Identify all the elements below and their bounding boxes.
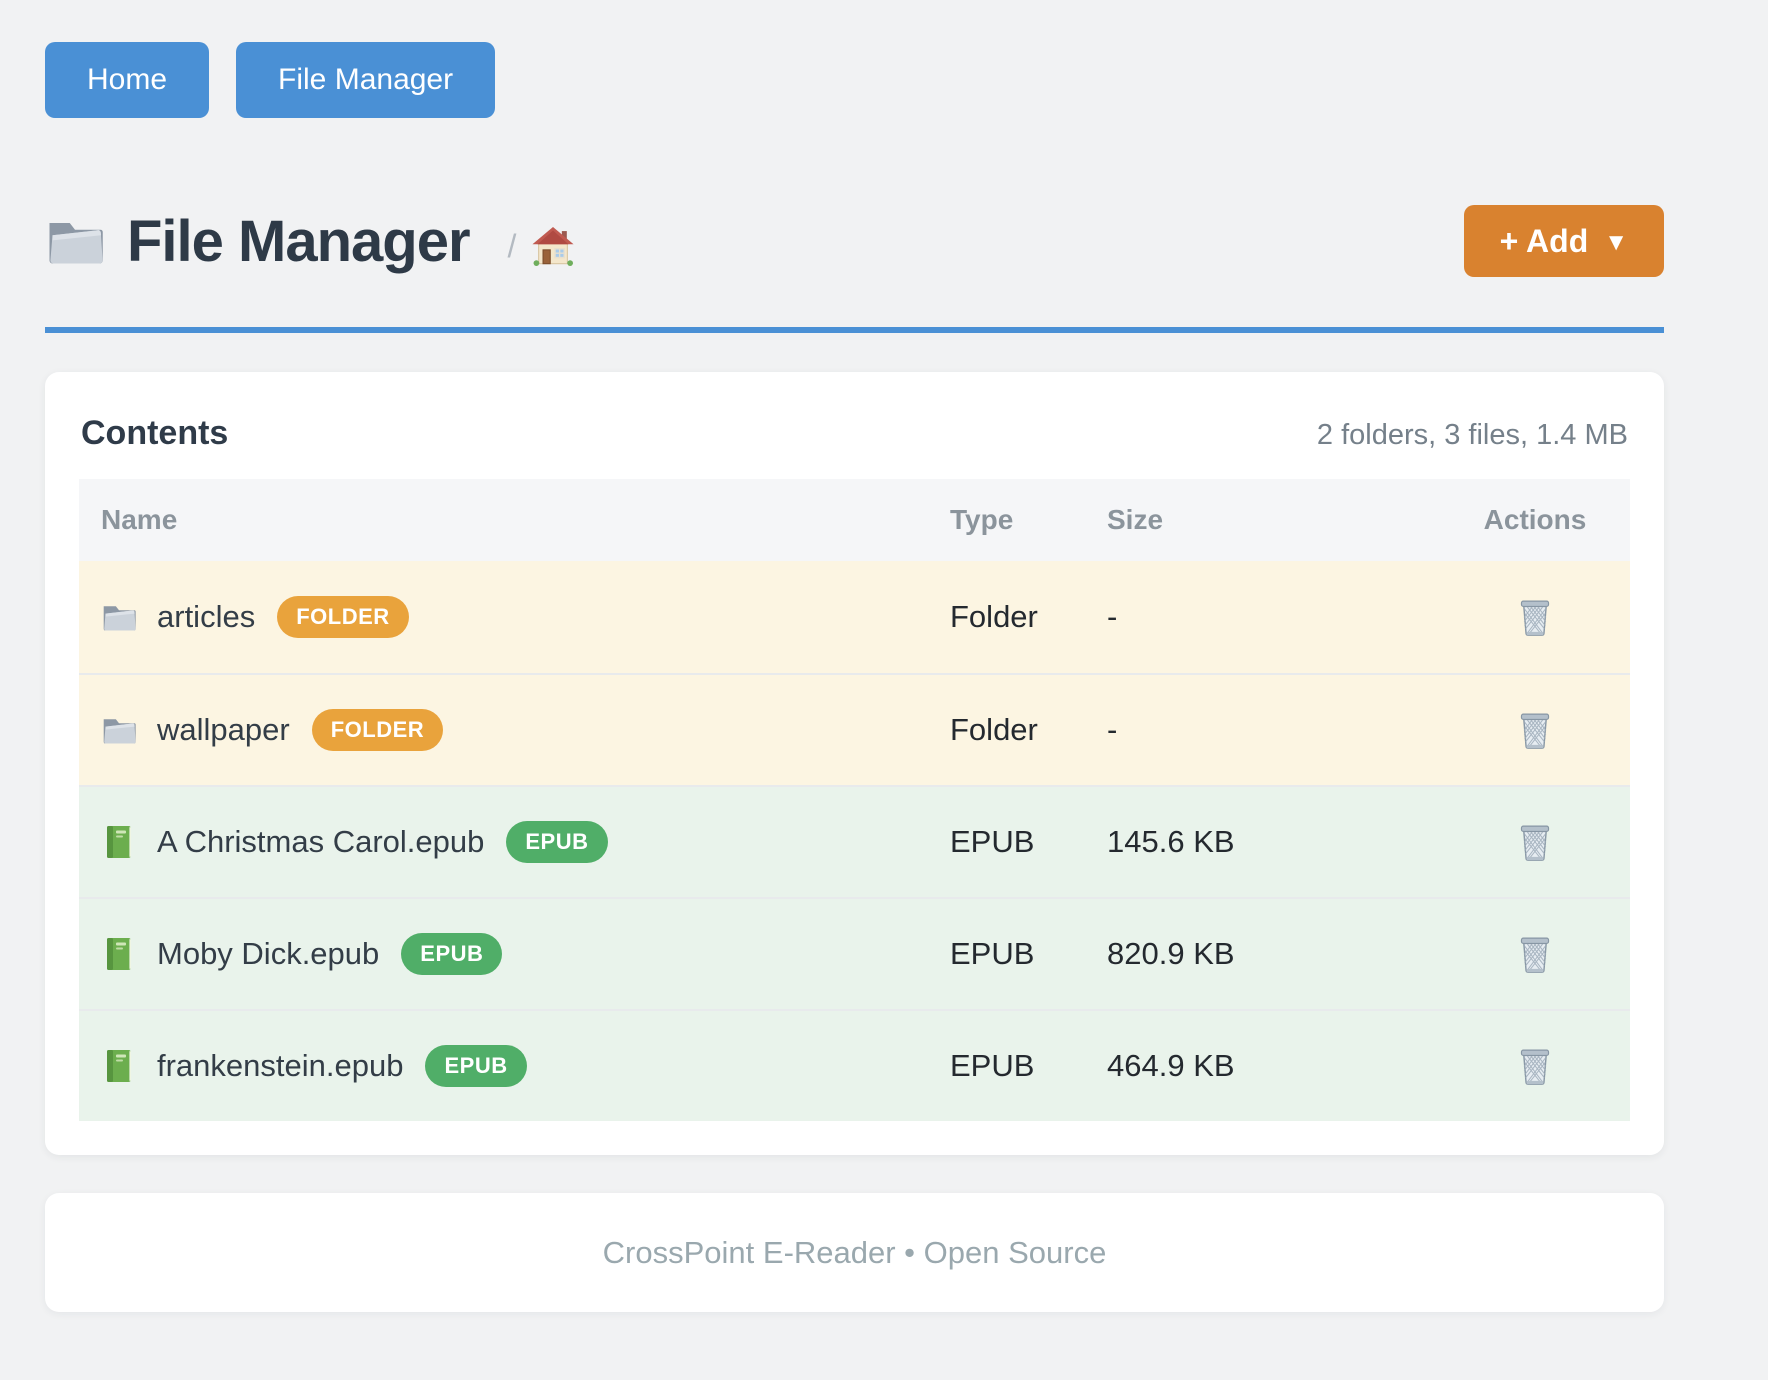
size-cell: 145.6 KB [1107,824,1235,859]
header-divider [45,327,1664,333]
page-title: File Manager [127,208,471,274]
breadcrumb-home-link[interactable] [532,226,574,269]
type-cell: EPUB [950,936,1035,971]
size-cell: - [1107,712,1118,747]
book-icon [101,824,137,860]
name-cell: Moby Dick.epub EPUB [79,933,928,975]
name-cell: articles FOLDER [79,596,928,638]
folder-icon [45,214,105,268]
file-table: Name Type Size Actions articles FOLDER F… [79,479,1630,1121]
column-header-name: Name [101,504,178,535]
delete-button[interactable] [1512,1042,1558,1090]
trash-icon [1516,597,1554,637]
contents-summary: 2 folders, 3 files, 1.4 MB [1316,419,1628,451]
item-name: A Christmas Carol.epub [157,824,485,859]
type-cell: EPUB [950,1048,1035,1083]
actions-cell [1440,930,1630,978]
type-cell: EPUB [950,824,1035,859]
footer: CrossPoint E-Reader • Open Source [45,1193,1664,1312]
item-name[interactable]: articles [157,599,256,634]
chevron-down-icon: ▼ [1604,229,1628,256]
delete-button[interactable] [1512,706,1558,754]
folder-icon [101,599,137,635]
type-badge: EPUB [401,933,503,975]
top-nav: Home File Manager [45,42,496,118]
table-row: A Christmas Carol.epub EPUB EPUB 145.6 K… [79,785,1630,897]
page-header: File Manager / + Add ▼ [45,196,1664,286]
house-icon [532,226,574,269]
trash-icon [1516,710,1554,750]
item-name[interactable]: wallpaper [157,712,290,747]
contents-title: Contents [81,414,229,452]
file-manager-nav-button[interactable]: File Manager [236,42,496,118]
table-row: Moby Dick.epub EPUB EPUB 820.9 KB [79,897,1630,1009]
type-badge: EPUB [425,1045,527,1087]
table-row: frankenstein.epub EPUB EPUB 464.9 KB [79,1009,1630,1121]
type-badge: FOLDER [311,709,444,751]
actions-cell [1440,1042,1630,1090]
type-badge: FOLDER [277,596,409,638]
trash-icon [1516,822,1554,862]
size-cell: 820.9 KB [1107,936,1235,971]
delete-button[interactable] [1512,818,1558,866]
size-cell: 464.9 KB [1107,1048,1235,1083]
trash-icon [1516,1046,1554,1086]
item-name: Moby Dick.epub [157,936,380,971]
delete-button[interactable] [1512,930,1558,978]
table-header-row: Name Type Size Actions [79,479,1630,561]
type-badge: EPUB [506,821,608,863]
table-row: wallpaper FOLDER Folder - [79,673,1630,785]
size-cell: - [1107,599,1118,634]
column-header-type: Type [950,504,1014,535]
delete-button[interactable] [1512,593,1558,641]
type-cell: Folder [950,712,1038,747]
column-header-size: Size [1107,504,1164,535]
table-body: articles FOLDER Folder - wallpaper FOLDE… [79,561,1630,1121]
folder-icon [101,712,137,748]
name-cell: wallpaper FOLDER [79,709,928,751]
home-nav-button[interactable]: Home [45,42,210,118]
name-cell: A Christmas Carol.epub EPUB [79,821,928,863]
book-icon [101,1048,137,1084]
actions-cell [1440,818,1630,866]
contents-card: Contents 2 folders, 3 files, 1.4 MB Name… [45,372,1664,1155]
add-button[interactable]: + Add ▼ [1463,205,1664,277]
column-header-actions: Actions [1483,504,1587,535]
table-row: articles FOLDER Folder - [79,561,1630,673]
actions-cell [1440,593,1630,641]
trash-icon [1516,934,1554,974]
add-button-label: + Add [1499,222,1589,259]
item-name: frankenstein.epub [157,1048,404,1083]
name-cell: frankenstein.epub EPUB [79,1045,928,1087]
footer-text: CrossPoint E-Reader • Open Source [602,1234,1107,1270]
contents-card-header: Contents 2 folders, 3 files, 1.4 MB [81,414,1628,453]
type-cell: Folder [950,599,1038,634]
book-icon [101,936,137,972]
actions-cell [1440,706,1630,754]
breadcrumb-separator: / [507,227,517,264]
